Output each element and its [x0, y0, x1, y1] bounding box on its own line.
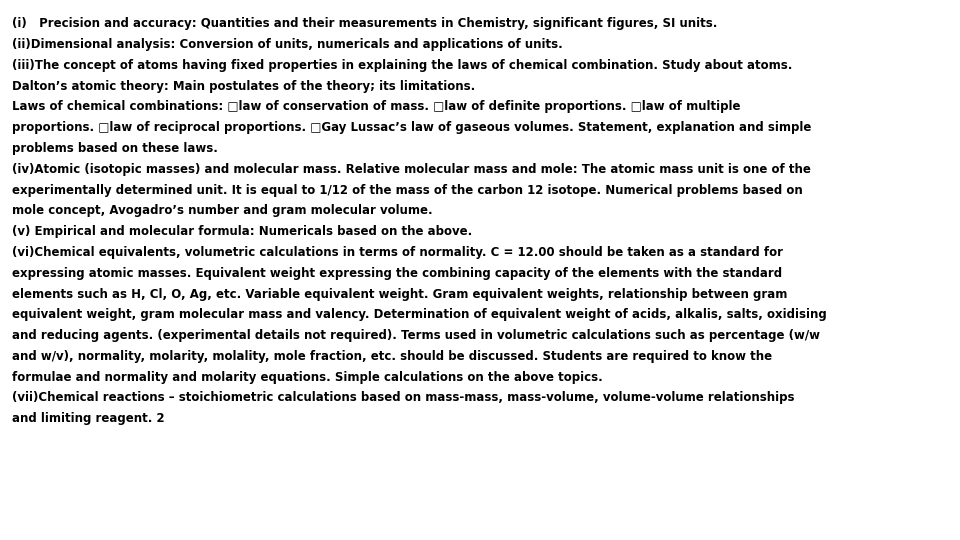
- Text: expressing atomic masses. Equivalent weight expressing the combining capacity of: expressing atomic masses. Equivalent wei…: [12, 267, 781, 280]
- Text: and w/v), normality, molarity, molality, mole fraction, etc. should be discussed: and w/v), normality, molarity, molality,…: [12, 350, 772, 363]
- Text: problems based on these laws.: problems based on these laws.: [12, 142, 217, 155]
- Text: proportions. □law of reciprocal proportions. □Gay Lussac’s law of gaseous volume: proportions. □law of reciprocal proporti…: [12, 121, 811, 134]
- Text: and reducing agents. (experimental details not required). Terms used in volumetr: and reducing agents. (experimental detai…: [12, 329, 820, 342]
- Text: (iii)The concept of atoms having fixed properties in explaining the laws of chem: (iii)The concept of atoms having fixed p…: [12, 59, 792, 72]
- Text: (vi)Chemical equivalents, volumetric calculations in terms of normality. C = 12.: (vi)Chemical equivalents, volumetric cal…: [12, 246, 782, 259]
- Text: (ii)Dimensional analysis: Conversion of units, numericals and applications of un: (ii)Dimensional analysis: Conversion of …: [12, 38, 563, 51]
- Text: Dalton’s atomic theory: Main postulates of the theory; its limitations.: Dalton’s atomic theory: Main postulates …: [12, 79, 475, 93]
- Text: equivalent weight, gram molecular mass and valency. Determination of equivalent : equivalent weight, gram molecular mass a…: [12, 308, 827, 321]
- Text: (i)   Precision and accuracy: Quantities and their measurements in Chemistry, si: (i) Precision and accuracy: Quantities a…: [12, 17, 717, 30]
- Text: formulae and normality and molarity equations. Simple calculations on the above : formulae and normality and molarity equa…: [12, 370, 602, 384]
- Text: (iv)Atomic (isotopic masses) and molecular mass. Relative molecular mass and mol: (iv)Atomic (isotopic masses) and molecul…: [12, 163, 810, 176]
- Text: (vii)Chemical reactions – stoichiometric calculations based on mass-mass, mass-v: (vii)Chemical reactions – stoichiometric…: [12, 392, 794, 404]
- Text: elements such as H, Cl, O, Ag, etc. Variable equivalent weight. Gram equivalent : elements such as H, Cl, O, Ag, etc. Vari…: [12, 287, 787, 301]
- Text: experimentally determined unit. It is equal to 1/12 of the mass of the carbon 12: experimentally determined unit. It is eq…: [12, 184, 803, 197]
- Text: mole concept, Avogadro’s number and gram molecular volume.: mole concept, Avogadro’s number and gram…: [12, 204, 432, 218]
- Text: (v) Empirical and molecular formula: Numericals based on the above.: (v) Empirical and molecular formula: Num…: [12, 225, 471, 238]
- Text: Laws of chemical combinations: □law of conservation of mass. □law of definite pr: Laws of chemical combinations: □law of c…: [12, 100, 740, 113]
- Text: and limiting reagent. 2: and limiting reagent. 2: [12, 412, 164, 426]
